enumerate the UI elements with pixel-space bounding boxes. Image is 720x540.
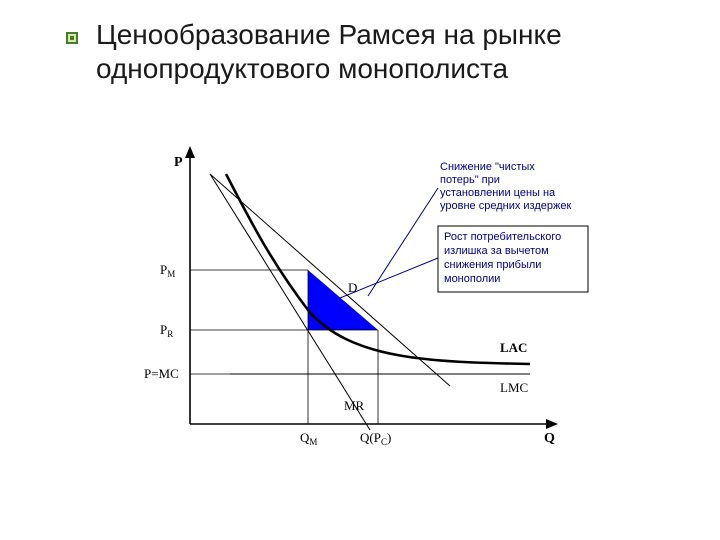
callout-top: Снижение "чистых потерь" при установлени… (440, 161, 571, 212)
ramsey-pricing-chart: P Q PM PR P=MC QM Q(PC) D MR LMC LAC Сни… (130, 140, 600, 470)
xtick-qm: QM (300, 430, 317, 447)
ytick-pr: PR (160, 322, 173, 339)
ytick-pmc: P=MC (144, 366, 179, 381)
label-mr: MR (344, 398, 365, 413)
slide-title-line1: Ценообразование Рамсея на рынке (96, 18, 562, 52)
curve-d (210, 174, 450, 386)
label-lac: LAC (500, 340, 527, 355)
leader-top (368, 188, 438, 296)
slide-title-line2: однопродуктового монополиста (96, 52, 508, 86)
callout-mid: Рост потребительского излишка за вычетом… (438, 226, 588, 292)
xtick-qpc: Q(PC) (360, 430, 391, 447)
y-axis-label: P (174, 155, 183, 170)
svg-text:Снижение "чистых потерь": Снижение "чистых потерь" при установлени… (440, 161, 571, 212)
ytick-pm: PM (160, 262, 175, 279)
title-bullet-icon (66, 32, 78, 44)
label-lmc: LMC (500, 380, 528, 395)
x-axis-arrow (546, 419, 558, 429)
y-axis-arrow (185, 146, 195, 158)
curve-mr (210, 174, 370, 430)
x-axis-label: Q (544, 431, 555, 446)
